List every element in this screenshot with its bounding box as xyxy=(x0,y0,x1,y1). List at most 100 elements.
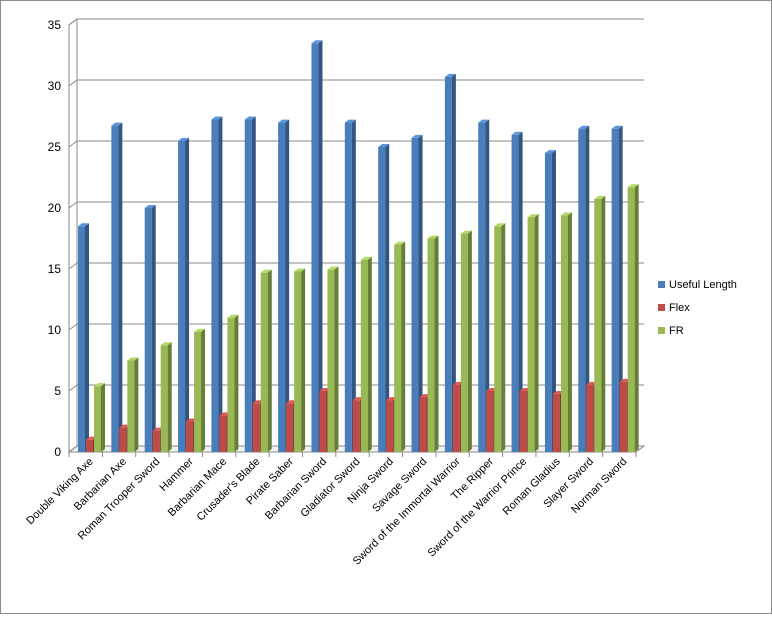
y-tick-label: 15 xyxy=(48,262,62,276)
bar-top xyxy=(444,73,456,77)
bar-side xyxy=(301,268,306,452)
bar-side xyxy=(351,119,356,452)
bar-front xyxy=(178,140,186,452)
y-axis-ticks: 0 5 10 15 20 25 30 35 xyxy=(48,18,62,459)
y-tick-label: 0 xyxy=(54,445,61,459)
bar-side xyxy=(567,212,572,452)
bar-side xyxy=(585,125,590,452)
legend-item: FR xyxy=(658,325,684,337)
bar-side xyxy=(251,116,256,453)
bar-front xyxy=(260,272,268,452)
bar-side xyxy=(151,205,156,452)
bar: Useful Length: 24.5 xyxy=(544,150,556,452)
legend-item: Useful Length xyxy=(658,279,737,291)
bar-top xyxy=(411,134,423,138)
bar-front xyxy=(478,122,486,452)
bar-side xyxy=(218,116,223,453)
bar-side xyxy=(201,328,206,452)
x-category-label: Gladiator Sword xyxy=(298,456,362,520)
bar-top xyxy=(278,119,290,123)
bar: Useful Length: 27 xyxy=(344,119,356,452)
bar-side xyxy=(518,131,523,453)
bar-top xyxy=(144,205,156,208)
bar-front xyxy=(511,134,519,453)
bar: FR: 14.95 xyxy=(327,266,339,452)
bar-top xyxy=(194,328,206,332)
x-category-label: Roman Gladius xyxy=(501,455,563,517)
bar-top xyxy=(244,116,256,120)
bar-top xyxy=(627,184,639,188)
bar-top xyxy=(178,137,190,141)
bar-top xyxy=(227,314,239,318)
bar: FR: 17 xyxy=(394,241,406,452)
y-tick-label: 10 xyxy=(48,323,62,337)
legend-label: Useful Length xyxy=(669,279,737,291)
bar-front xyxy=(311,43,319,453)
bar-top xyxy=(494,223,506,227)
bar-top xyxy=(560,212,572,216)
bar-front xyxy=(360,259,368,452)
bar-side xyxy=(85,223,89,452)
y-tick-label: 30 xyxy=(48,79,62,93)
bar-top xyxy=(394,241,406,245)
bar-front xyxy=(378,147,386,452)
bar-front xyxy=(278,122,286,452)
bar-top xyxy=(294,268,306,272)
bar-front xyxy=(486,391,494,452)
bar-top xyxy=(378,144,390,147)
bar-side xyxy=(267,269,272,452)
bar-front xyxy=(294,271,302,452)
bar-front xyxy=(419,397,427,452)
bar-front xyxy=(127,360,135,452)
bar-front xyxy=(219,415,227,452)
bar-front xyxy=(111,125,119,453)
bar-top xyxy=(127,357,139,361)
bar-front xyxy=(560,215,568,452)
bar: FR: 14.8 xyxy=(294,268,306,452)
bar: FR: 7.5 xyxy=(127,357,139,452)
y-tick-label: 5 xyxy=(54,384,61,398)
bar-front xyxy=(411,137,419,452)
bar-top xyxy=(578,125,590,129)
bar: Useful Length: 25 xyxy=(378,144,390,452)
bar: Useful Length: 18.5 xyxy=(78,223,89,452)
bar-front xyxy=(386,400,394,452)
bar-front xyxy=(152,430,160,452)
bar-side xyxy=(467,230,472,452)
bar-front xyxy=(86,439,93,452)
bar: Useful Length: 25.5 xyxy=(178,137,190,452)
bar-front xyxy=(611,128,619,452)
bar-front xyxy=(194,331,202,452)
bar-side xyxy=(334,266,339,452)
bar-front xyxy=(427,238,435,452)
legend-item: Flex xyxy=(658,302,690,314)
y-tick-label: 25 xyxy=(48,140,62,154)
bar-front xyxy=(527,217,535,452)
bar-front xyxy=(119,427,127,452)
bar-front xyxy=(227,317,235,452)
bar: FR: 14.7 xyxy=(260,269,272,452)
bar-front xyxy=(552,394,560,452)
bar-side xyxy=(167,342,172,452)
bar-front xyxy=(444,76,452,452)
bar-side xyxy=(101,383,105,452)
bar-top xyxy=(211,116,223,120)
bar-top xyxy=(611,125,623,129)
bar-front xyxy=(286,403,294,452)
bar-front xyxy=(594,198,602,452)
bar: FR: 5.4 xyxy=(94,383,105,452)
legend: Useful Length Flex FR xyxy=(658,279,737,337)
bar-front xyxy=(78,226,85,452)
bar-front xyxy=(94,386,101,452)
bar-front xyxy=(586,384,594,452)
bar-top xyxy=(511,131,523,135)
bar-top xyxy=(327,266,339,270)
bar: Useful Length: 27 xyxy=(478,119,490,452)
x-category-label: Barbarian Sword xyxy=(263,456,329,522)
bar-top xyxy=(594,195,606,199)
bar: Useful Length: 26.5 xyxy=(611,125,623,452)
bar-front xyxy=(578,128,586,452)
bar: Useful Length: 26.75 xyxy=(111,122,123,453)
bar: FR: 17.5 xyxy=(427,235,439,452)
